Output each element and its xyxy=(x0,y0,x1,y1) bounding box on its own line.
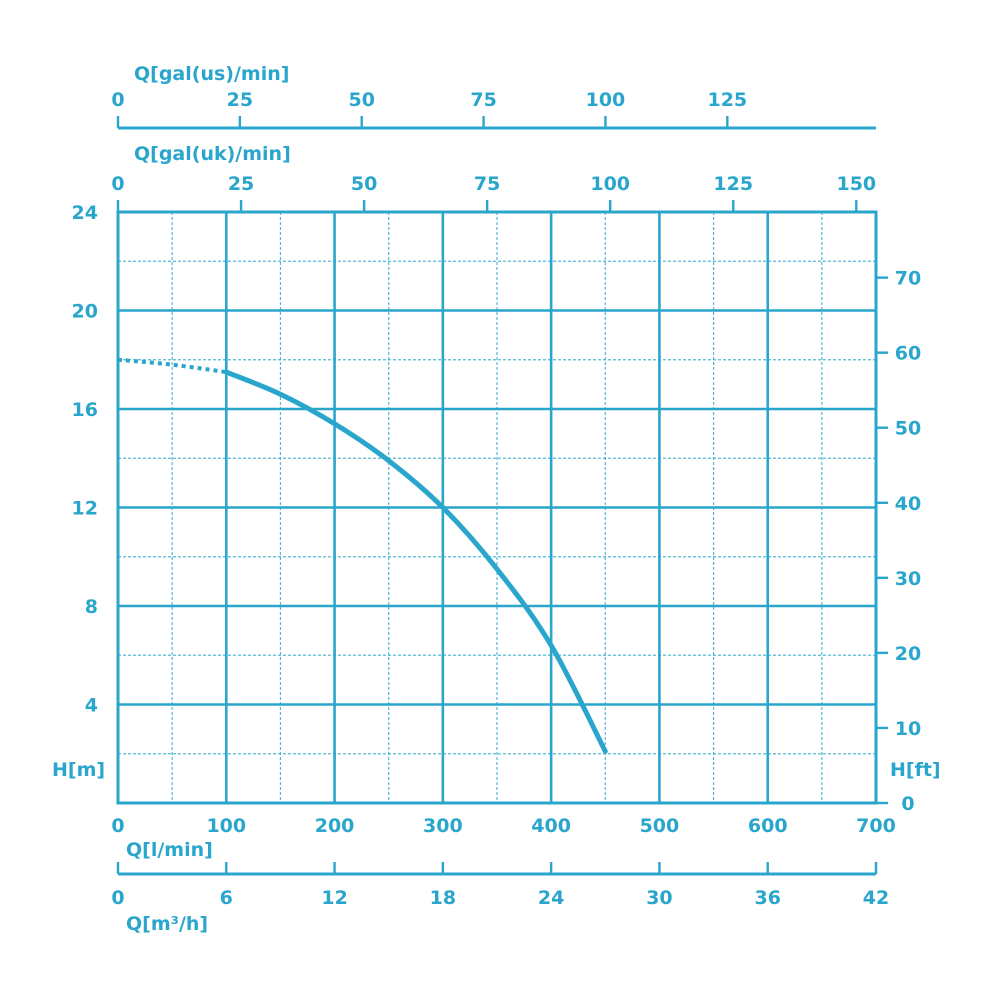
tick-label-top-us: 125 xyxy=(707,89,747,111)
tick-label-top-us: 50 xyxy=(349,89,375,111)
tick-label-bottom-secondary: 0 xyxy=(111,887,124,909)
tick-label-top-uk: 75 xyxy=(474,173,500,195)
tick-label-top-uk: 150 xyxy=(836,173,876,195)
tick-label-right: 10 xyxy=(895,718,921,740)
tick-label-right: 0 xyxy=(901,793,914,815)
tick-label-left: 16 xyxy=(72,399,98,421)
tick-label-right: 40 xyxy=(895,493,921,515)
tick-label-top-us: 25 xyxy=(227,89,253,111)
tick-label-right: 60 xyxy=(895,343,921,365)
tick-label-right: 50 xyxy=(895,418,921,440)
tick-label-left: 4 xyxy=(85,695,98,717)
axis-label-top-us: Q[gal(us)/min] xyxy=(134,63,289,85)
tick-label-bottom-primary: 600 xyxy=(748,815,788,837)
tick-label-bottom-secondary: 6 xyxy=(220,887,233,909)
axis-labels: H[m] H[ft] Q[l/min] Q[m³/h] Q[gal(uk)/mi… xyxy=(52,63,941,935)
tick-label-top-uk: 25 xyxy=(228,173,254,195)
plot-frame xyxy=(116,210,878,805)
tick-label-bottom-primary: 700 xyxy=(856,815,896,837)
tick-label-top-us: 75 xyxy=(470,89,496,111)
axis-label-right: H[ft] xyxy=(890,759,941,781)
grid-lines xyxy=(118,212,876,803)
axis-label-bottom-secondary: Q[m³/h] xyxy=(126,913,208,935)
tick-label-left: 12 xyxy=(72,498,98,520)
tick-label-top-uk: 50 xyxy=(351,173,377,195)
tick-label-top-uk: 100 xyxy=(590,173,630,195)
tick-label-top-us: 0 xyxy=(111,89,124,111)
tick-label-bottom-secondary: 18 xyxy=(430,887,456,909)
tick-label-bottom-secondary: 30 xyxy=(646,887,672,909)
tick-label-bottom-primary: 0 xyxy=(111,815,124,837)
tick-label-left: 20 xyxy=(72,301,98,323)
tick-label-bottom-primary: 500 xyxy=(640,815,680,837)
tick-label-right: 70 xyxy=(895,268,921,290)
tick-label-top-uk: 0 xyxy=(111,173,124,195)
tick-label-bottom-secondary: 12 xyxy=(321,887,347,909)
tick-label-bottom-primary: 200 xyxy=(315,815,355,837)
tick-label-bottom-secondary: 24 xyxy=(538,887,564,909)
tick-label-top-uk: 125 xyxy=(713,173,753,195)
tick-label-right: 20 xyxy=(895,643,921,665)
tick-label-right: 30 xyxy=(895,568,921,590)
tick-label-left: 24 xyxy=(72,202,98,224)
axis-label-top-uk: Q[gal(uk)/min] xyxy=(134,143,291,165)
tick-label-bottom-primary: 400 xyxy=(531,815,571,837)
series-group xyxy=(117,357,608,754)
tick-label-bottom-secondary: 42 xyxy=(863,887,889,909)
series-line xyxy=(223,369,608,754)
axis-label-left: H[m] xyxy=(52,759,105,781)
series-line-dotted xyxy=(117,357,227,375)
tick-label-bottom-secondary: 36 xyxy=(754,887,780,909)
tick-label-bottom-primary: 300 xyxy=(423,815,463,837)
tick-label-left: 8 xyxy=(85,596,98,618)
tick-label-bottom-primary: 100 xyxy=(206,815,246,837)
axes xyxy=(116,116,888,876)
axis-label-bottom-primary: Q[l/min] xyxy=(126,839,213,861)
tick-label-top-us: 100 xyxy=(586,89,626,111)
